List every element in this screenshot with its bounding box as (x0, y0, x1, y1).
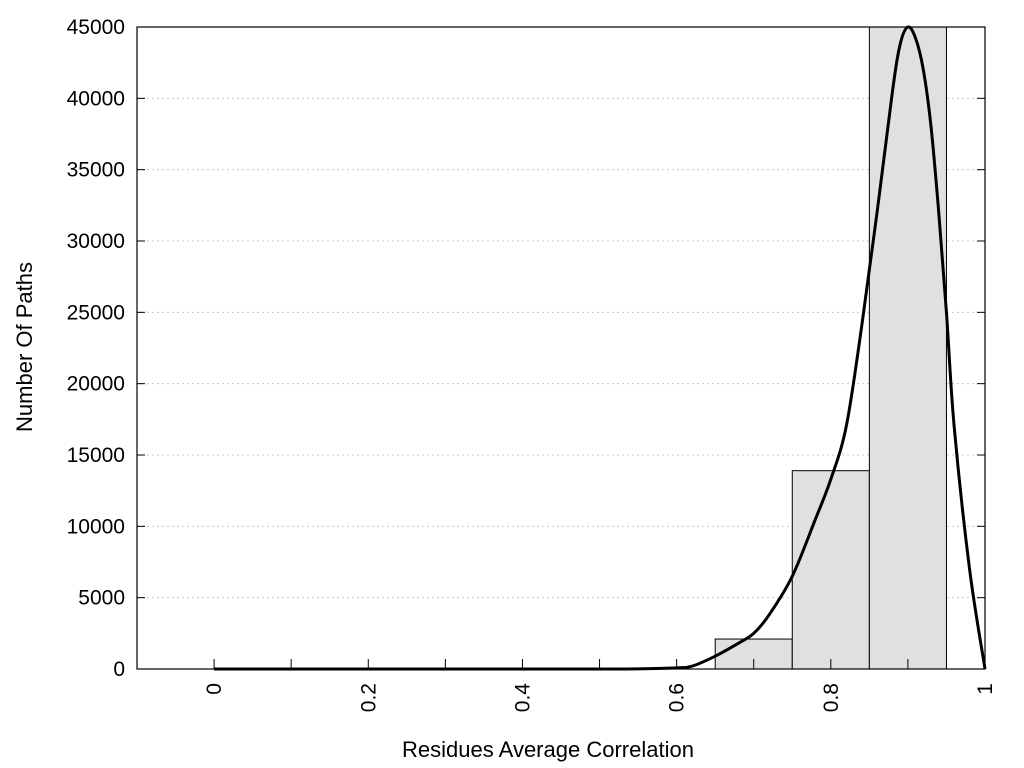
y-tick-labels: 0 5000 10000 15000 20000 25000 30000 35000 40000… (67, 16, 125, 681)
y-tick-label: 0 (113, 658, 125, 681)
x-tick-label: 0.8 (820, 683, 843, 712)
y-tick-label: 40000 (67, 87, 125, 110)
y-tick-label: 35000 (67, 159, 125, 182)
x-tick-label: 0.2 (357, 683, 380, 712)
x-axis-title: Residues Average Correlation (402, 737, 694, 762)
x-tick-label: 0.6 (666, 683, 689, 712)
x-tick-label: 0 (203, 683, 226, 695)
x-tick-label: 1 (974, 683, 997, 695)
axis-ticks (137, 26, 986, 670)
y-tick-label: 30000 (67, 230, 125, 253)
y-tick-label: 20000 (67, 373, 125, 396)
y-tick-label: 45000 (67, 16, 125, 39)
y-tick-label: 15000 (67, 444, 125, 467)
histogram-bar (868, 26, 947, 670)
x-tick-label: 0.4 (511, 683, 534, 713)
x-tick-labels: 0 0.2 0.4 0.6 0.8 1 (203, 683, 997, 713)
histogram-bar (791, 470, 870, 670)
y-axis-title: Number Of Paths (12, 262, 37, 432)
bars (714, 26, 947, 670)
y-tick-label: 10000 (67, 515, 125, 538)
y-tick-label: 5000 (78, 587, 125, 610)
y-tick-label: 25000 (67, 301, 125, 324)
plot-frame (136, 26, 986, 670)
